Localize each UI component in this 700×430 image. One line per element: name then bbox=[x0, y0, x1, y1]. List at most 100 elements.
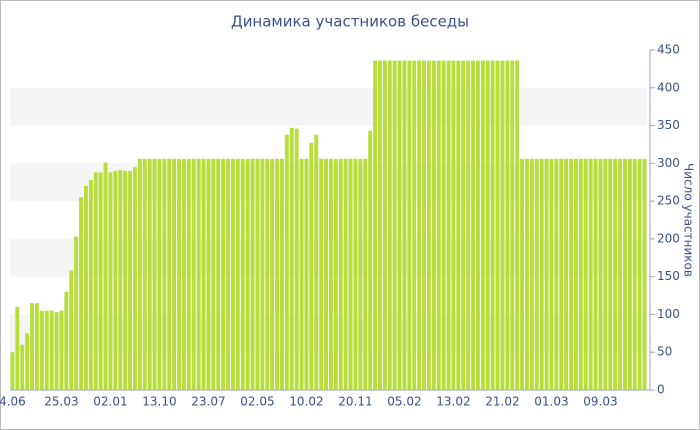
y-tick-label: 50 bbox=[657, 345, 672, 359]
bar bbox=[549, 158, 554, 390]
bar bbox=[34, 303, 39, 390]
bar bbox=[520, 158, 525, 390]
bar bbox=[69, 270, 74, 390]
x-tick-label: 23.07 bbox=[191, 395, 225, 409]
bar bbox=[583, 158, 588, 390]
bar bbox=[245, 158, 250, 390]
bar bbox=[554, 158, 559, 390]
bar bbox=[627, 158, 632, 390]
bar bbox=[10, 352, 15, 390]
bar bbox=[618, 158, 623, 390]
bar bbox=[260, 158, 265, 390]
bar bbox=[324, 158, 329, 390]
bar bbox=[387, 60, 392, 390]
bar bbox=[191, 158, 196, 390]
bar bbox=[137, 158, 142, 390]
bar bbox=[422, 60, 427, 390]
bar bbox=[593, 158, 598, 390]
bar bbox=[177, 158, 182, 390]
x-tick-label: 13.10 bbox=[142, 395, 176, 409]
bar bbox=[211, 158, 216, 390]
y-axis-label: Число участников bbox=[682, 163, 696, 277]
y-tick-label: 350 bbox=[657, 118, 680, 132]
bar bbox=[500, 60, 505, 390]
bar bbox=[255, 158, 260, 390]
bar bbox=[534, 158, 539, 390]
bar bbox=[426, 60, 431, 390]
bar bbox=[49, 310, 54, 390]
bar bbox=[524, 158, 529, 390]
bar bbox=[632, 158, 637, 390]
bar bbox=[30, 303, 35, 390]
bar bbox=[637, 158, 642, 390]
bar bbox=[333, 158, 338, 390]
bar bbox=[123, 170, 128, 390]
x-tick-label: 05.02 bbox=[387, 395, 421, 409]
y-tick-label: 0 bbox=[657, 383, 665, 397]
bar bbox=[353, 158, 358, 390]
bar bbox=[608, 158, 613, 390]
bar bbox=[314, 134, 319, 390]
bar bbox=[510, 60, 515, 390]
bar bbox=[167, 158, 172, 390]
bar bbox=[471, 60, 476, 390]
bar bbox=[230, 158, 235, 390]
bar bbox=[108, 172, 113, 390]
bar bbox=[113, 170, 118, 390]
bar bbox=[181, 158, 186, 390]
bar bbox=[480, 60, 485, 390]
bar bbox=[147, 158, 152, 390]
bar bbox=[564, 158, 569, 390]
bar bbox=[39, 310, 44, 390]
bar bbox=[573, 158, 578, 390]
bar bbox=[284, 134, 289, 390]
bar bbox=[240, 158, 245, 390]
bar bbox=[172, 158, 177, 390]
bar bbox=[216, 158, 221, 390]
bar bbox=[441, 60, 446, 390]
bar bbox=[93, 172, 98, 390]
bar bbox=[44, 310, 49, 390]
bar bbox=[490, 60, 495, 390]
bar bbox=[309, 142, 314, 390]
x-tick-label: 01.03 bbox=[534, 395, 568, 409]
bar bbox=[88, 179, 93, 390]
bar bbox=[544, 158, 549, 390]
x-tick-label: 10.02 bbox=[289, 395, 323, 409]
bar bbox=[83, 186, 88, 390]
bar bbox=[25, 333, 30, 390]
bar bbox=[368, 130, 373, 390]
bar bbox=[451, 60, 456, 390]
bar bbox=[495, 60, 500, 390]
bar bbox=[59, 310, 64, 390]
bar bbox=[417, 60, 422, 390]
bar bbox=[15, 306, 20, 390]
x-tick-label: 02.05 bbox=[240, 395, 274, 409]
bar bbox=[98, 172, 103, 390]
bar bbox=[157, 158, 162, 390]
bar bbox=[299, 158, 304, 390]
bar bbox=[294, 128, 299, 391]
bar bbox=[456, 60, 461, 390]
y-tick-label: 450 bbox=[657, 43, 680, 57]
bar bbox=[338, 158, 343, 390]
bar bbox=[64, 291, 69, 390]
bar bbox=[431, 60, 436, 390]
bar bbox=[505, 60, 510, 390]
bar bbox=[319, 158, 324, 390]
bar bbox=[289, 127, 294, 391]
bar bbox=[578, 158, 583, 390]
y-tick-label: 100 bbox=[657, 307, 680, 321]
bar bbox=[162, 158, 167, 390]
bar bbox=[485, 60, 490, 390]
x-tick-label: 21.02 bbox=[485, 395, 519, 409]
bar bbox=[226, 158, 231, 390]
bar bbox=[152, 158, 157, 390]
x-tick-label: 02.01 bbox=[93, 395, 127, 409]
bar bbox=[348, 158, 353, 390]
x-tick-label: 13.02 bbox=[436, 395, 470, 409]
bar bbox=[201, 158, 206, 390]
bar bbox=[275, 158, 280, 390]
x-tick-label: 4.06 bbox=[0, 395, 26, 409]
bar bbox=[79, 197, 84, 390]
